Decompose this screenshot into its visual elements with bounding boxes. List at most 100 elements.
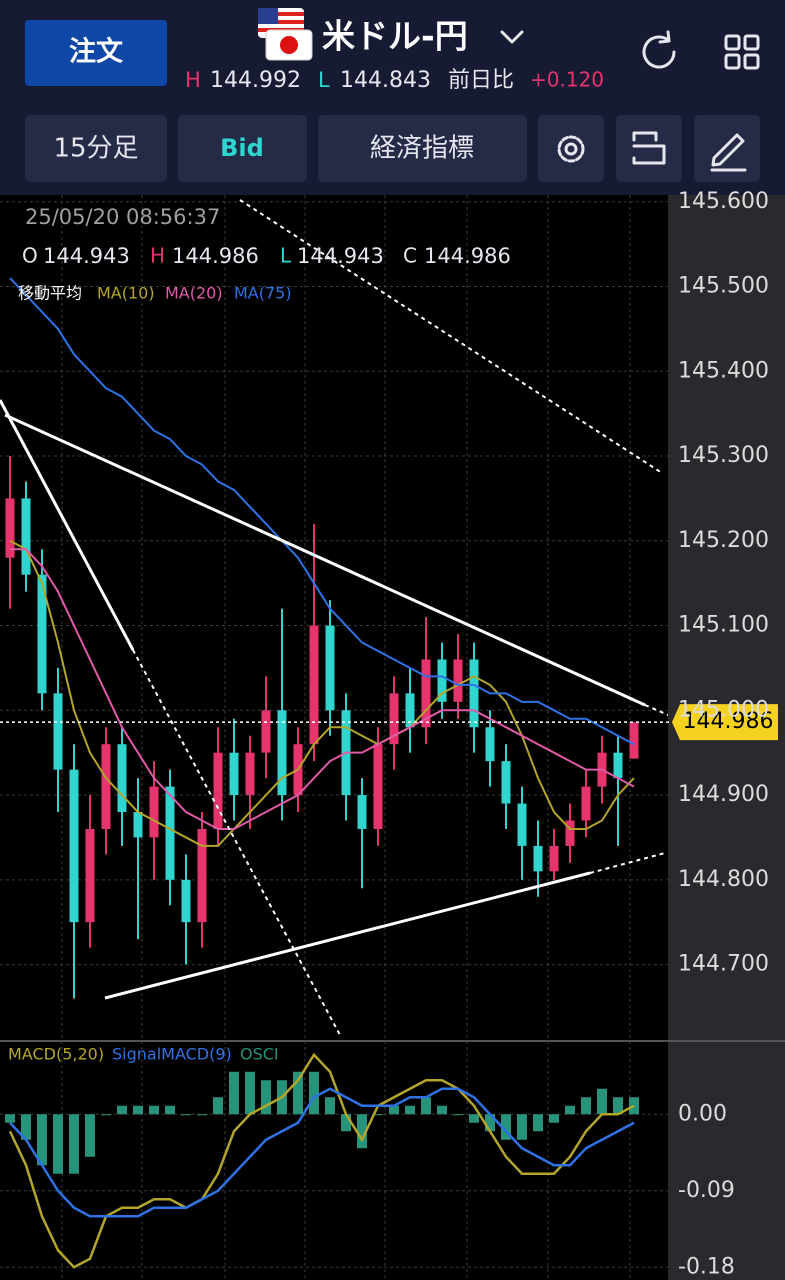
screenshot-button[interactable] [616, 115, 682, 182]
candle-body [389, 693, 399, 745]
candle-body [85, 828, 95, 923]
draw-icon [710, 133, 747, 172]
ohlc-label: L [280, 244, 292, 268]
candle-body [181, 879, 191, 923]
osci-bar [293, 1071, 303, 1115]
settings-button[interactable] [538, 115, 604, 182]
candle-body [565, 820, 575, 846]
osci-bar [485, 1114, 495, 1132]
candle-body [277, 710, 287, 796]
pair-title[interactable]: 米ドル-円 [322, 17, 468, 56]
osci-bar [357, 1114, 367, 1149]
y-tick-label: 144.700 [678, 952, 769, 977]
ma-line [9, 277, 635, 746]
osci-bar [5, 1114, 15, 1123]
ma-legend-title: 移動平均 [18, 284, 82, 303]
osci-bar [533, 1114, 543, 1132]
candle-body [37, 574, 47, 694]
refresh-button[interactable] [642, 30, 676, 69]
change-label: 前日比 [448, 68, 514, 93]
candle-body [5, 498, 15, 558]
osci-bar [549, 1114, 559, 1123]
osci-bar [133, 1105, 143, 1115]
high-value: 144.992 [210, 68, 301, 93]
overlay: 144.986 [0, 704, 778, 741]
osci-bar [325, 1097, 335, 1115]
candle-body [533, 845, 543, 872]
order-button[interactable] [25, 20, 167, 86]
candle-body [21, 498, 31, 575]
y-tick-label: 145.000 [678, 697, 769, 722]
candle-body [149, 786, 159, 838]
price-plot [0, 201, 668, 999]
osci-bar [501, 1114, 511, 1140]
last-price-label: 144.986 [683, 709, 774, 734]
osci-bar [405, 1105, 415, 1115]
legend-entry: MA(10) [97, 284, 155, 303]
osci-bar [229, 1071, 239, 1115]
legend-entry: MA(20) [165, 284, 223, 303]
candle-body [613, 752, 623, 779]
candle-body [325, 625, 335, 711]
osci-bar [581, 1097, 591, 1115]
ohlc-label: H [150, 244, 165, 268]
osci-bar [389, 1105, 399, 1115]
y-tick-label: 0.00 [678, 1101, 727, 1126]
y-tick-label: -0.09 [678, 1178, 735, 1203]
osci-bar [69, 1114, 79, 1174]
osci-bar [245, 1071, 255, 1115]
price-type-button[interactable] [178, 115, 307, 182]
y-tick-label: 145.300 [678, 443, 769, 468]
candle-body [405, 693, 415, 728]
draw-button[interactable] [694, 115, 760, 182]
chart-bg [0, 195, 668, 1280]
candle-body [357, 795, 367, 829]
change-value: +0.120 [530, 68, 604, 92]
indicators-button[interactable] [318, 115, 527, 182]
timeframe-button[interactable] [25, 115, 167, 182]
osci-bar [213, 1097, 223, 1115]
osci-bar [469, 1114, 479, 1123]
y-tick-label: 145.500 [678, 274, 769, 299]
candle-body [581, 786, 591, 821]
pair-dropdown[interactable] [500, 30, 524, 44]
osci-bar [261, 1080, 271, 1115]
low-value: 144.843 [340, 68, 431, 93]
candle-body [53, 693, 63, 770]
macd-line [9, 1087, 635, 1218]
legend-entry: MACD(5,20) [8, 1045, 104, 1064]
candle-body [501, 761, 511, 804]
ma-line [10, 548, 635, 830]
candle-body [421, 659, 431, 728]
osci-bar [165, 1105, 175, 1115]
y-tick-label: 145.200 [678, 528, 769, 553]
osci-bar [597, 1088, 607, 1115]
y-tick-label: 144.800 [678, 867, 769, 892]
candle-body [229, 752, 239, 796]
macd-line [8, 1052, 635, 1269]
osci-bar [437, 1105, 447, 1115]
settings-icon [557, 135, 585, 163]
high-label: H [185, 68, 201, 92]
candle-body [101, 744, 111, 829]
ohlc-value: 144.986 [172, 244, 259, 268]
candle-body [197, 828, 207, 923]
osci-bar [117, 1105, 127, 1115]
candle-body [453, 659, 463, 702]
osci-bar [341, 1114, 351, 1132]
ohlc-value: 144.943 [297, 244, 384, 268]
price-type-label: Bid [220, 134, 264, 162]
candle-body [117, 744, 127, 813]
legend-entry: MA(75) [234, 284, 292, 303]
candle-body [549, 845, 559, 872]
osci-bar [517, 1114, 527, 1140]
osci-bar [21, 1114, 31, 1140]
last-price-tag [672, 704, 778, 741]
layout-button[interactable] [724, 34, 760, 70]
osci-bar [53, 1114, 63, 1174]
order-button-label: 注文 [69, 36, 124, 68]
currency-flags [258, 8, 313, 61]
osci-bar [85, 1114, 95, 1157]
osci-bar [421, 1097, 431, 1115]
